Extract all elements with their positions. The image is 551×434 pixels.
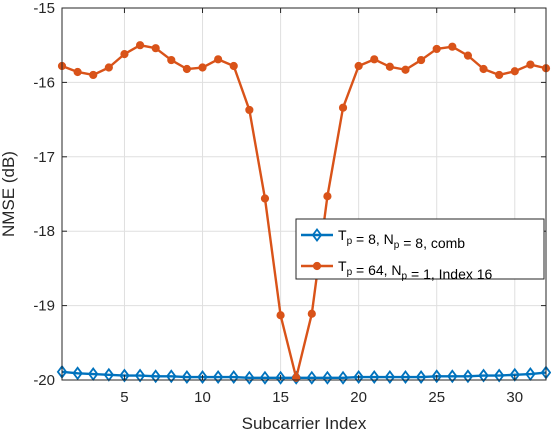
data-point	[337, 370, 349, 385]
data-point	[214, 55, 223, 64]
data-point	[150, 369, 161, 384]
data-point	[260, 194, 270, 203]
series-line	[61, 370, 547, 379]
data-point	[431, 369, 442, 384]
data-point	[369, 370, 380, 385]
data-point	[244, 370, 255, 385]
x-axis-title: Subcarrier Index	[242, 414, 367, 433]
ticks: 5 10 15 20 25 30 -20 -19 -18 -17 -16 -15	[33, 0, 546, 406]
data-point	[307, 309, 316, 318]
y-tick-label: -15	[33, 0, 55, 17]
x-tick-label: 10	[194, 389, 211, 406]
x-tick-label: 15	[272, 389, 289, 406]
legend-entry-2: Tp = 64, Np = 1, Index 16	[301, 258, 493, 282]
data-point	[385, 62, 394, 71]
x-tick-label: 25	[428, 389, 445, 406]
x-tick-label: 5	[120, 389, 128, 406]
data-point	[120, 50, 129, 59]
y-tick-label: -16	[33, 74, 55, 91]
data-point	[73, 67, 82, 77]
data-point	[448, 42, 457, 51]
data-point	[322, 370, 333, 385]
data-point	[370, 55, 379, 64]
plot-frame	[61, 7, 547, 381]
series-2	[57, 41, 551, 382]
series-layer	[56, 41, 551, 385]
data-point	[275, 370, 286, 385]
data-point	[135, 41, 145, 50]
x-tick-label: 20	[350, 389, 367, 406]
y-tick-label: -17	[33, 149, 55, 166]
data-point	[353, 370, 364, 385]
data-point	[323, 192, 332, 201]
y-tick-label: -19	[33, 298, 55, 315]
legend: Tp = 8, Np = 8, comb Tp = 64, Np = 1, Ind…	[295, 218, 545, 282]
data-point	[134, 368, 146, 383]
legend-marker	[312, 261, 322, 271]
data-point	[167, 55, 176, 65]
data-point	[510, 67, 519, 76]
data-point	[182, 64, 192, 74]
data-point	[212, 370, 224, 385]
data-point	[198, 63, 207, 72]
x-tick-label: 30	[506, 389, 523, 406]
data-point	[384, 370, 396, 385]
data-point	[493, 368, 505, 383]
data-point	[276, 311, 285, 320]
legend-marker	[311, 228, 323, 242]
data-point	[432, 44, 441, 54]
data-point	[166, 369, 177, 384]
data-point	[338, 103, 348, 112]
data-point	[104, 63, 113, 72]
y-axis-title: NMSE (dB)	[0, 151, 18, 237]
data-point	[462, 369, 474, 384]
legend-label: Tp = 8, Np = 8, comb	[338, 227, 465, 251]
data-point	[416, 55, 426, 65]
data-point	[259, 370, 271, 385]
data-point	[229, 61, 238, 71]
y-tick-label: -18	[33, 223, 55, 240]
data-point	[72, 366, 83, 381]
data-point	[495, 70, 504, 80]
data-point	[119, 368, 130, 383]
data-point	[401, 65, 410, 74]
data-point	[306, 370, 318, 385]
data-point	[400, 370, 411, 385]
legend-entry-1: Tp = 8, Np = 8, comb	[301, 227, 465, 251]
data-point	[151, 44, 160, 53]
plot-area	[62, 8, 546, 380]
data-point	[463, 51, 473, 60]
data-point	[447, 369, 458, 384]
data-point	[197, 370, 208, 385]
data-point	[228, 370, 239, 385]
data-point	[479, 64, 488, 74]
data-point	[415, 370, 427, 385]
legend-label: Tp = 64, Np = 1, Index 16	[338, 258, 493, 282]
data-point	[478, 368, 489, 383]
data-point	[89, 70, 98, 80]
legend-box	[295, 218, 545, 280]
y-tick-label: -20	[33, 372, 55, 389]
data-point	[526, 60, 535, 69]
data-point	[181, 370, 193, 385]
data-point	[354, 61, 363, 71]
data-point	[245, 105, 254, 115]
